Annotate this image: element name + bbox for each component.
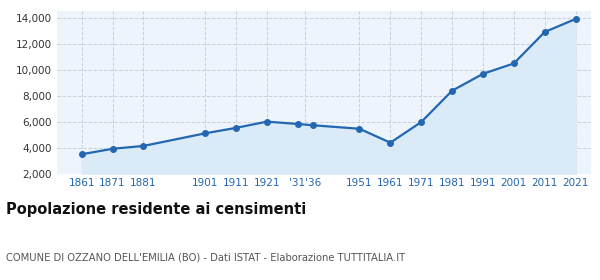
- Text: COMUNE DI OZZANO DELL'EMILIA (BO) - Dati ISTAT - Elaborazione TUTTITALIA.IT: COMUNE DI OZZANO DELL'EMILIA (BO) - Dati…: [6, 252, 405, 262]
- Text: Popolazione residente ai censimenti: Popolazione residente ai censimenti: [6, 202, 306, 217]
